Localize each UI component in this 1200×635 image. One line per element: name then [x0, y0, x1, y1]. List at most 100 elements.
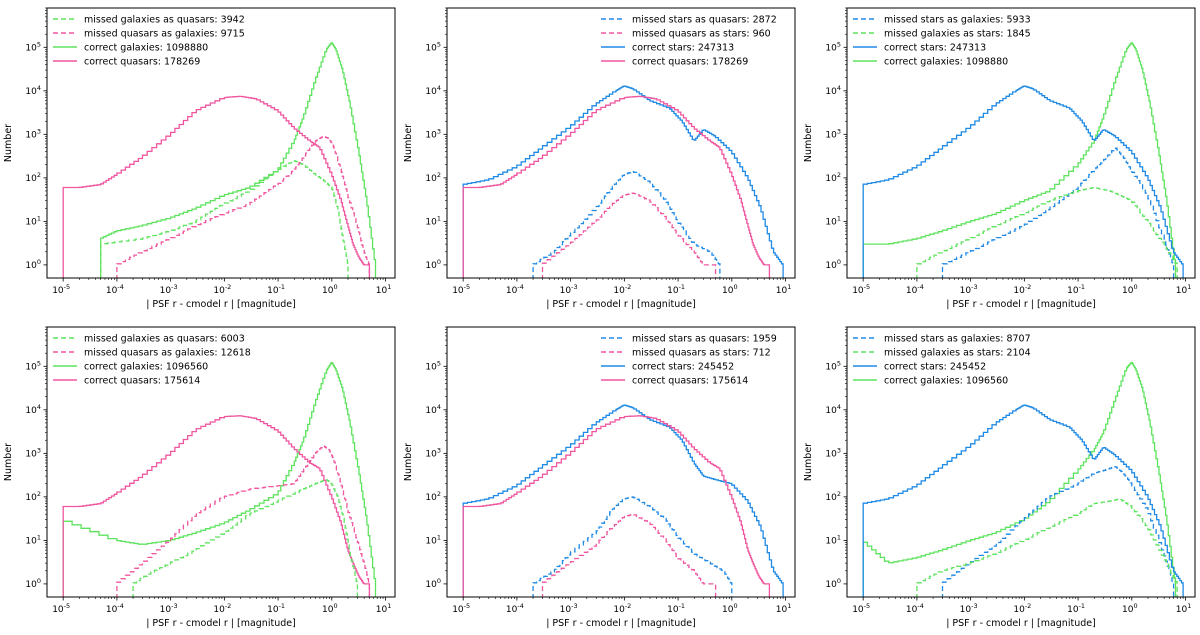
x-tick-label: 101 — [376, 602, 392, 615]
legend-label: missed quasars as stars: 960 — [632, 29, 771, 40]
y-tick-label: 104 — [25, 84, 41, 97]
x-tick-label: 10-1 — [1067, 283, 1085, 296]
x-tick-label: 10-5 — [852, 602, 870, 615]
x-tick-label: 10-4 — [506, 602, 524, 615]
x-tick-label: 10-5 — [52, 602, 70, 615]
y-tick-label: 103 — [25, 127, 41, 140]
x-tick-label: 10-2 — [213, 602, 231, 615]
y-tick-label: 101 — [825, 533, 841, 546]
x-tick-label: 10-3 — [560, 602, 578, 615]
x-tick-label: 10-1 — [267, 602, 285, 615]
x-axis-label: | PSF r - cmodel r | [magnitude] — [546, 299, 696, 310]
legend: missed galaxies as quasars: 3942 missed q… — [53, 15, 245, 68]
y-tick-label: 102 — [25, 490, 41, 503]
y-tick-label: 102 — [25, 171, 41, 184]
axes-frame — [846, 7, 1196, 279]
x-tick-label: 10-3 — [960, 602, 978, 615]
series-quasars-dashed — [541, 513, 717, 597]
y-tick-label: 105 — [25, 359, 41, 372]
y-tick-label: 105 — [825, 359, 841, 372]
x-tick-label: 100 — [322, 602, 338, 615]
x-axis-label: | PSF r - cmodel r | [magnitude] — [546, 618, 696, 629]
y-tick-label: 103 — [425, 127, 441, 140]
legend-label: correct galaxies: 1098880 — [84, 43, 208, 54]
legend-label: missed galaxies as quasars: 3942 — [84, 15, 245, 26]
series-galaxies-solid — [862, 42, 1177, 278]
y-tick-label: 103 — [825, 446, 841, 459]
x-tick-label: 100 — [1122, 283, 1138, 296]
legend: missed stars as galaxies: 5933 missed gal… — [853, 15, 1031, 68]
y-axis-label: Number — [803, 443, 814, 481]
legend-label: missed stars as quasars: 2872 — [632, 15, 777, 26]
y-axis-label: Number — [3, 124, 14, 162]
y-tick-label: 102 — [825, 490, 841, 503]
series-galaxies-dashed — [132, 479, 359, 597]
legend-label: missed stars as galaxies: 5933 — [884, 15, 1031, 26]
x-tick-label: 10-4 — [906, 602, 924, 615]
y-tick-label: 100 — [425, 577, 441, 590]
y-tick-label: 104 — [425, 403, 441, 416]
y-tick-label: 103 — [25, 446, 41, 459]
series-stars-dashed — [941, 147, 1175, 278]
legend: missed galaxies as quasars: 6003 missed q… — [53, 334, 251, 387]
y-tick-label: 101 — [25, 533, 41, 546]
x-tick-label: 10-4 — [106, 602, 124, 615]
legend-label: correct galaxies: 1096560 — [884, 376, 1008, 387]
series-quasars-solid — [462, 95, 771, 278]
legend-label: correct stars: 245452 — [884, 362, 986, 373]
y-tick-label: 101 — [825, 214, 841, 227]
axes-frame — [46, 7, 396, 279]
series-stars-solid — [462, 404, 784, 597]
y-tick-label: 104 — [25, 403, 41, 416]
y-tick-label: 105 — [425, 40, 441, 53]
y-tick-label: 101 — [25, 214, 41, 227]
x-tick-label: 10-3 — [560, 283, 578, 296]
y-tick-label: 102 — [825, 171, 841, 184]
y-tick-label: 104 — [825, 403, 841, 416]
x-tick-label: 10-1 — [667, 283, 685, 296]
series-stars-solid — [862, 85, 1184, 278]
legend-label: correct galaxies: 1098880 — [884, 57, 1008, 68]
histogram-panel-1: 10-5 10-4 10-3 10-2 10-1 100 101 100 101 102 103 10… — [3, 7, 396, 310]
x-tick-label: 10-5 — [852, 283, 870, 296]
legend-label: missed galaxies as stars: 1845 — [884, 29, 1031, 40]
legend: missed stars as galaxies: 8707 missed gal… — [853, 334, 1031, 387]
x-tick-label: 101 — [776, 602, 792, 615]
x-tick-label: 10-5 — [52, 283, 70, 296]
y-tick-label: 105 — [425, 359, 441, 372]
series-group — [462, 404, 784, 597]
series-group — [62, 362, 377, 597]
x-tick-label: 10-4 — [906, 283, 924, 296]
series-galaxies-dashed — [916, 187, 1178, 278]
x-tick-label: 10-5 — [452, 602, 470, 615]
series-quasars-dashed — [116, 445, 371, 597]
histogram-panel-6: 10-5 10-4 10-3 10-2 10-1 100 101 100 101 102 103 10… — [803, 326, 1196, 629]
legend-label: correct galaxies: 1096560 — [84, 362, 208, 373]
y-tick-label: 100 — [425, 258, 441, 271]
y-axis-label: Number — [803, 124, 814, 162]
series-quasars-dashed — [116, 135, 371, 278]
y-tick-label: 101 — [425, 214, 441, 227]
y-tick-label: 102 — [425, 171, 441, 184]
y-tick-label: 102 — [425, 490, 441, 503]
y-tick-label: 103 — [425, 446, 441, 459]
legend-label: correct quasars: 175614 — [84, 376, 200, 387]
series-group — [462, 85, 784, 278]
x-tick-label: 100 — [1122, 602, 1138, 615]
series-stars-solid — [462, 85, 784, 278]
y-tick-label: 100 — [25, 577, 41, 590]
x-tick-label: 101 — [376, 283, 392, 296]
x-tick-label: 10-2 — [613, 602, 631, 615]
y-tick-label: 100 — [825, 258, 841, 271]
x-tick-label: 10-4 — [106, 283, 124, 296]
legend-label: missed quasars as stars: 712 — [632, 348, 771, 359]
series-quasars-solid — [62, 95, 371, 278]
series-quasars-dashed — [541, 192, 717, 278]
x-tick-label: 10-2 — [1013, 283, 1031, 296]
series-stars-dashed — [532, 496, 733, 597]
x-axis-label: | PSF r - cmodel r | [magnitude] — [946, 618, 1096, 629]
x-axis-label: | PSF r - cmodel r | [magnitude] — [946, 299, 1096, 310]
x-tick-label: 10-5 — [452, 283, 470, 296]
legend-label: missed quasars as galaxies: 9715 — [84, 29, 245, 40]
